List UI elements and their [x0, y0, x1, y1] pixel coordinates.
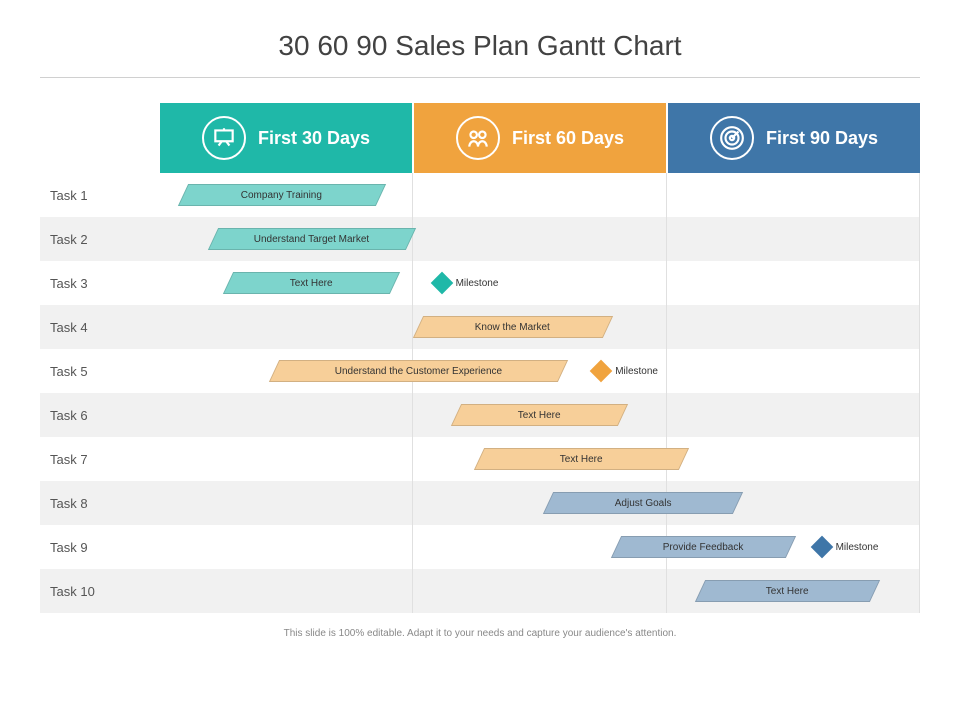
task-rows: Task 1 Company Training Task 2 Understand T…: [40, 173, 920, 613]
gantt-bar: Text Here: [223, 272, 400, 294]
task-row: Task 6 Text Here: [40, 393, 920, 437]
bar-layer: Text Here: [160, 437, 920, 481]
presentation-icon: [202, 116, 246, 160]
task-row: Task 2 Understand Target Market: [40, 217, 920, 261]
gantt-bar-label: Text Here: [291, 278, 334, 289]
gantt-bar-label: Provide Feedback: [663, 542, 744, 553]
period-label: First 90 Days: [766, 128, 878, 149]
bar-layer: Company Training: [160, 173, 920, 217]
task-row: Task 8 Adjust Goals: [40, 481, 920, 525]
milestone: Milestone: [434, 275, 499, 291]
header-row: First 30 Days First 60 Days First 90 Day…: [40, 103, 920, 173]
milestone-diamond-icon: [430, 272, 453, 295]
period-header-60: First 60 Days: [414, 103, 668, 173]
gantt-chart: First 30 Days First 60 Days First 90 Day…: [40, 103, 920, 613]
task-row: Task 7 Text Here: [40, 437, 920, 481]
gantt-bar-label: Text Here: [560, 454, 603, 465]
task-row: Task 9 Provide Feedback Milestone: [40, 525, 920, 569]
milestone-diamond-icon: [590, 360, 613, 383]
period-header-90: First 90 Days: [668, 103, 920, 173]
page-title: 30 60 90 Sales Plan Gantt Chart: [40, 20, 920, 78]
milestone-diamond-icon: [810, 536, 833, 559]
bar-layer: Text Here: [160, 393, 920, 437]
handshake-icon: [456, 116, 500, 160]
gantt-bar-label: Adjust Goals: [614, 498, 671, 509]
bar-layer: Understand Target Market: [160, 217, 920, 261]
gantt-bar: Text Here: [694, 580, 879, 602]
task-label: Task 10: [40, 569, 160, 613]
bar-layer: Know the Market: [160, 305, 920, 349]
task-label: Task 5: [40, 349, 160, 393]
gantt-bar-label: Text Here: [766, 586, 809, 597]
gantt-bar: Text Here: [451, 404, 628, 426]
period-label: First 30 Days: [258, 128, 370, 149]
milestone-label: Milestone: [836, 542, 879, 553]
task-row: Task 3 Text Here Milestone: [40, 261, 920, 305]
milestone-label: Milestone: [456, 278, 499, 289]
gantt-bar: Know the Market: [413, 316, 613, 338]
gantt-bar-label: Know the Market: [476, 322, 551, 333]
milestone: Milestone: [814, 539, 879, 555]
gantt-bar-label: Company Training: [241, 190, 322, 201]
gantt-bar-label: Understand Target Market: [254, 234, 369, 245]
gantt-bar: Understand Target Market: [208, 228, 416, 250]
bar-layer: Adjust Goals: [160, 481, 920, 525]
task-label: Task 6: [40, 393, 160, 437]
milestone-label: Milestone: [615, 366, 658, 377]
task-row: Task 5Understand the Customer Experience…: [40, 349, 920, 393]
task-label: Task 3: [40, 261, 160, 305]
header-label-spacer: [40, 103, 160, 173]
milestone: Milestone: [593, 363, 658, 379]
task-label: Task 8: [40, 481, 160, 525]
gantt-bar: Provide Feedback: [611, 536, 796, 558]
period-label: First 60 Days: [512, 128, 624, 149]
task-label: Task 4: [40, 305, 160, 349]
footer-note: This slide is 100% editable. Adapt it to…: [40, 628, 920, 639]
target-icon: [710, 116, 754, 160]
bar-layer: Text Here Milestone: [160, 261, 920, 305]
task-label: Task 9: [40, 525, 160, 569]
gantt-bar-label: Text Here: [519, 410, 562, 421]
task-label: Task 1: [40, 173, 160, 217]
gantt-bar: Understand the Customer Experience: [269, 360, 568, 382]
bar-layer: Provide Feedback Milestone: [160, 525, 920, 569]
bar-layer: Understand the Customer Experience Milest…: [160, 349, 920, 393]
task-row: Task 1 Company Training: [40, 173, 920, 217]
gantt-bar: Text Here: [474, 448, 689, 470]
task-row: Task 4 Know the Market: [40, 305, 920, 349]
bar-layer: Text Here: [160, 569, 920, 613]
gantt-bar-label: Understand the Customer Experience: [335, 366, 502, 377]
task-row: Task 10 Text Here: [40, 569, 920, 613]
task-label: Task 2: [40, 217, 160, 261]
period-header-30: First 30 Days: [160, 103, 414, 173]
gantt-bar: Company Training: [178, 184, 386, 206]
task-label: Task 7: [40, 437, 160, 481]
gantt-bar: Adjust Goals: [542, 492, 742, 514]
